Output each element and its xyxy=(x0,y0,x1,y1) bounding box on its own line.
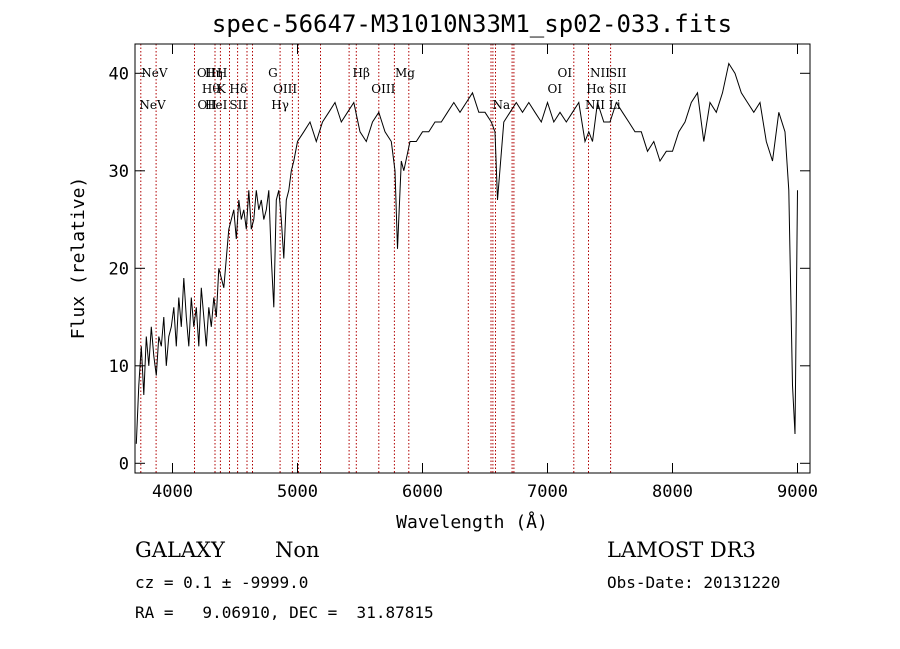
line-label-2-3: OIII xyxy=(273,82,297,96)
line-label-1-3: H xyxy=(217,66,227,80)
y-axis-label: Flux (relative) xyxy=(68,177,89,340)
y-tick-label-4: 40 xyxy=(109,64,129,84)
line-label-3-4: Hγ xyxy=(271,98,289,112)
survey-name: LAMOST DR3 xyxy=(607,538,756,562)
line-label-3-6: NII xyxy=(585,98,605,112)
y-tick-label-1: 10 xyxy=(109,357,129,377)
line-label-1-8: NII xyxy=(590,66,610,80)
x-axis-label: Wavelength (Å) xyxy=(396,511,548,533)
line-label-1-0: NeV xyxy=(141,66,168,80)
x-tick-label-0: 4000 xyxy=(152,482,193,502)
line-label-1-6: Mg xyxy=(395,66,415,80)
line-label-2-5: OI xyxy=(548,82,563,96)
obs-date: Obs-Date: 20131220 xyxy=(607,573,781,592)
line-label-3-2: HeI xyxy=(205,98,228,112)
object-subclass: Non xyxy=(275,538,320,562)
ra-dec: RA = 9.06910, DEC = 31.87815 xyxy=(135,603,434,622)
line-label-1-2: Hη xyxy=(205,66,223,80)
y-tick-label-0: 0 xyxy=(119,454,129,474)
chart-title: spec-56647-M31010N33M1_sp02-033.fits xyxy=(212,10,732,38)
line-label-2-2: Hδ xyxy=(229,82,247,96)
x-tick-label-1: 5000 xyxy=(277,482,318,502)
y-tick-label-2: 20 xyxy=(109,259,129,279)
y-tick-label-3: 30 xyxy=(109,162,129,182)
line-label-1-7: OI xyxy=(558,66,573,80)
line-label-2-7: SII xyxy=(609,82,627,96)
axis-ticks: 4000 5000 6000 7000 8000 9000 0 10 20 30 40 xyxy=(109,44,818,502)
line-label-3-1: OII xyxy=(198,98,218,112)
line-label-2-4: OIII xyxy=(371,82,395,96)
object-class: GALAXY xyxy=(135,538,225,562)
line-label-2-1: K xyxy=(217,82,227,96)
x-tick-label-3: 7000 xyxy=(527,482,568,502)
emission-lines xyxy=(140,44,612,473)
line-label-3-3: SII xyxy=(229,98,247,112)
line-label-2-0: Hθ xyxy=(202,82,220,96)
line-label-3-7: Li xyxy=(609,98,621,112)
line-label-2-6: Hα xyxy=(586,82,605,96)
redshift-cz: cz = 0.1 ± -9999.0 xyxy=(135,573,309,592)
line-label-1-9: SII xyxy=(609,66,627,80)
line-label-1-1: OII xyxy=(197,66,217,80)
line-label-3-5: Na xyxy=(493,98,511,112)
plot-frame xyxy=(134,43,811,474)
x-tick-label-2: 6000 xyxy=(402,482,443,502)
x-tick-label-5: 9000 xyxy=(777,482,818,502)
line-label-1-4: G xyxy=(268,66,278,80)
x-tick-label-4: 8000 xyxy=(652,482,693,502)
line-label-1-5: Hβ xyxy=(353,66,370,80)
spectrum-series-line xyxy=(135,62,798,444)
line-label-3-0: NeV xyxy=(139,98,166,112)
